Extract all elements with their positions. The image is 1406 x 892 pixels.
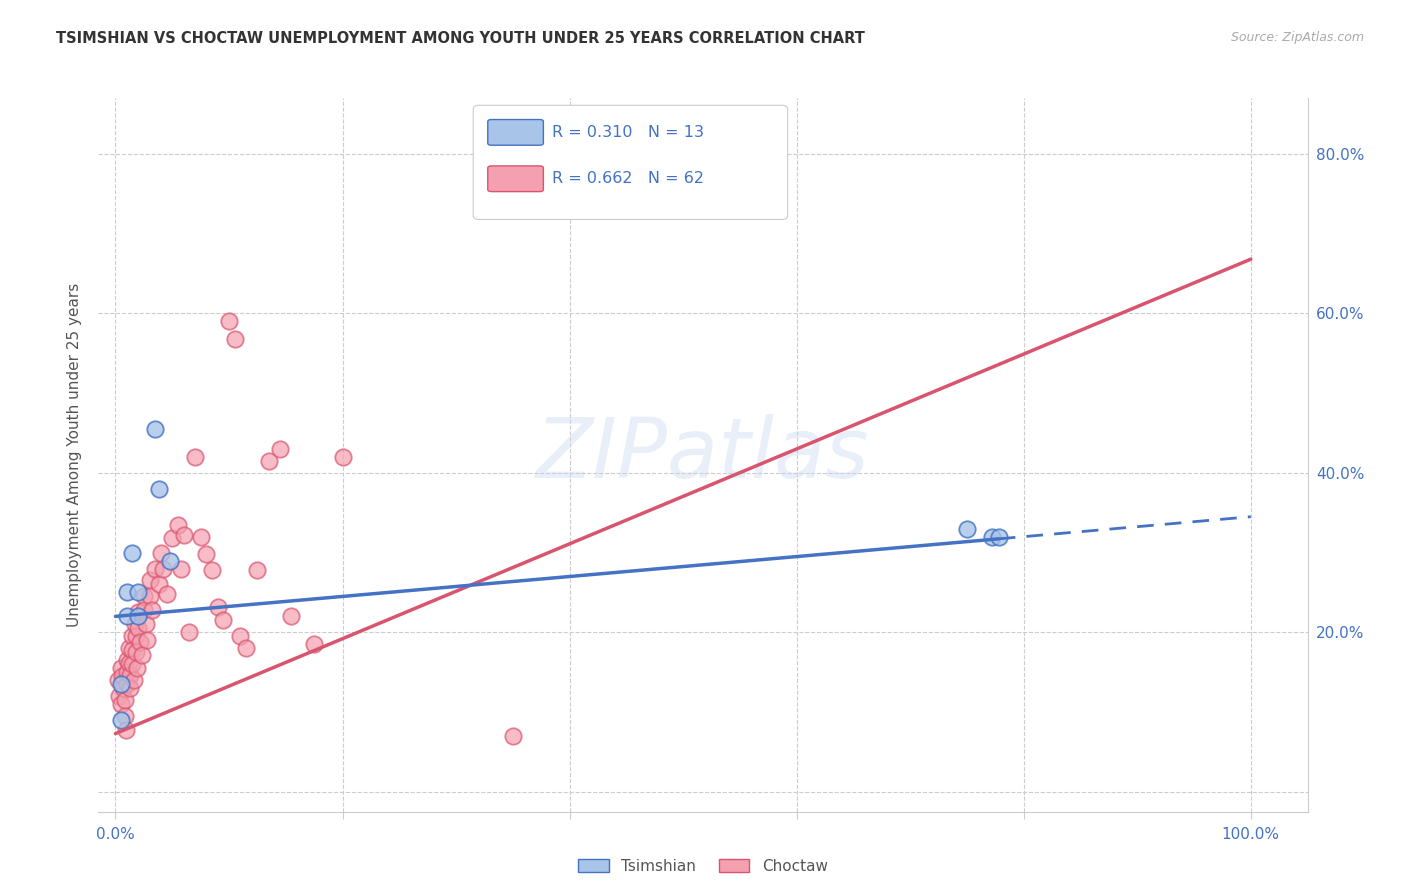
Point xyxy=(131,648,153,662)
Point xyxy=(160,531,183,545)
Point xyxy=(148,577,170,591)
Point xyxy=(138,590,160,604)
FancyBboxPatch shape xyxy=(474,105,787,219)
Point xyxy=(190,530,212,544)
Point xyxy=(143,422,166,436)
Point xyxy=(229,629,252,643)
Point xyxy=(149,545,172,559)
Legend: Tsimshian, Choctaw: Tsimshian, Choctaw xyxy=(572,853,834,880)
Point xyxy=(125,661,148,675)
Point xyxy=(118,656,141,670)
Point xyxy=(212,613,235,627)
Point xyxy=(114,693,136,707)
Point xyxy=(155,587,177,601)
Point xyxy=(114,723,136,737)
Point xyxy=(110,677,132,691)
Text: R = 0.310   N = 13: R = 0.310 N = 13 xyxy=(553,125,704,140)
Point xyxy=(112,681,135,695)
Point xyxy=(170,561,193,575)
Point xyxy=(125,629,148,643)
Point xyxy=(332,450,354,464)
Point xyxy=(141,603,163,617)
Point xyxy=(127,585,149,599)
Point xyxy=(218,314,240,328)
Text: R = 0.662   N = 62: R = 0.662 N = 62 xyxy=(553,171,704,186)
Point xyxy=(981,530,1004,544)
Point xyxy=(115,585,138,599)
Point xyxy=(201,563,224,577)
Point xyxy=(111,669,134,683)
Point xyxy=(269,442,291,456)
Point xyxy=(135,617,157,632)
Point xyxy=(132,590,155,604)
Point xyxy=(152,561,174,575)
Point xyxy=(132,603,155,617)
Point xyxy=(138,574,160,588)
Point xyxy=(125,645,148,659)
Point xyxy=(184,450,207,464)
Text: ZIPatlas: ZIPatlas xyxy=(536,415,870,495)
Point xyxy=(257,454,280,468)
Point xyxy=(956,522,979,536)
Point xyxy=(118,641,141,656)
Point xyxy=(121,545,143,559)
Point xyxy=(159,553,181,567)
Point xyxy=(110,661,132,675)
Point xyxy=(224,332,246,346)
Point xyxy=(114,709,136,723)
Point xyxy=(107,673,129,688)
Point xyxy=(115,677,138,691)
Point xyxy=(987,530,1010,544)
Point xyxy=(127,609,149,624)
Point xyxy=(207,599,229,614)
Point xyxy=(124,617,146,632)
FancyBboxPatch shape xyxy=(488,120,543,145)
Point xyxy=(136,633,159,648)
Point xyxy=(167,517,190,532)
Point xyxy=(127,606,149,620)
Point xyxy=(115,653,138,667)
Point xyxy=(122,673,145,688)
Point xyxy=(302,637,325,651)
Point xyxy=(179,625,201,640)
Text: TSIMSHIAN VS CHOCTAW UNEMPLOYMENT AMONG YOUTH UNDER 25 YEARS CORRELATION CHART: TSIMSHIAN VS CHOCTAW UNEMPLOYMENT AMONG … xyxy=(56,31,865,46)
Point xyxy=(121,643,143,657)
Point xyxy=(502,729,524,743)
Point xyxy=(110,713,132,727)
Point xyxy=(148,482,170,496)
Point xyxy=(246,563,269,577)
Point xyxy=(173,528,195,542)
FancyBboxPatch shape xyxy=(488,166,543,192)
Point xyxy=(129,635,152,649)
Point xyxy=(235,641,257,656)
Point xyxy=(121,629,143,643)
Point xyxy=(195,547,218,561)
Point xyxy=(120,681,142,695)
Point xyxy=(143,561,166,575)
Point xyxy=(120,667,142,681)
Point xyxy=(280,609,302,624)
Point xyxy=(121,657,143,672)
Y-axis label: Unemployment Among Youth under 25 years: Unemployment Among Youth under 25 years xyxy=(67,283,83,627)
Point xyxy=(115,665,138,680)
Point xyxy=(115,609,138,624)
Point xyxy=(108,689,131,703)
Text: Source: ZipAtlas.com: Source: ZipAtlas.com xyxy=(1230,31,1364,45)
Point xyxy=(110,697,132,711)
Point xyxy=(127,621,149,635)
